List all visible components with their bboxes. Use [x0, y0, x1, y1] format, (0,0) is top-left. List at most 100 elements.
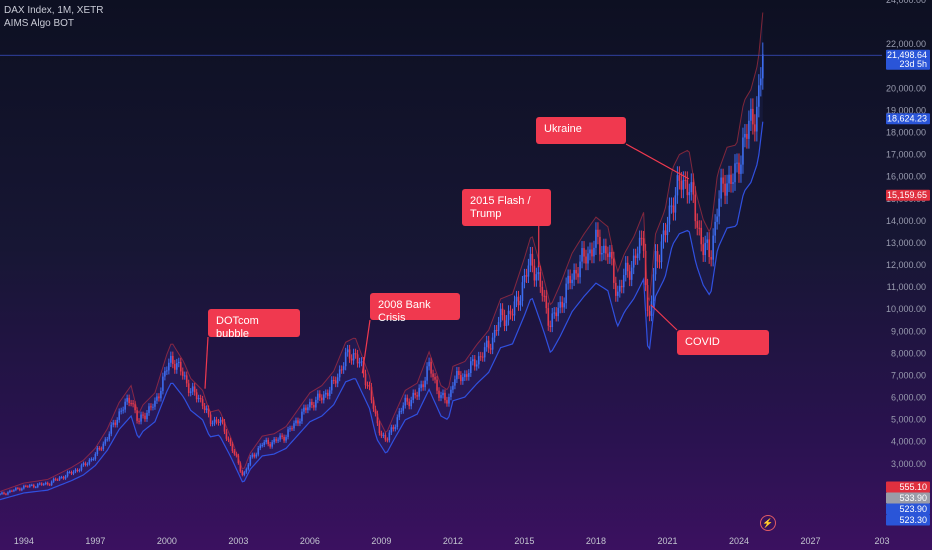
annotation-2015-flash-trump[interactable]: 2015 Flash / Trump — [462, 189, 551, 226]
price-bar — [688, 192, 691, 196]
price-bar — [406, 397, 409, 402]
price-bar — [44, 482, 47, 485]
price-tag-value: 523.30 — [899, 515, 927, 525]
price-bar — [313, 405, 315, 408]
price-bar — [754, 124, 756, 132]
price-bar — [207, 408, 210, 415]
price-bar — [301, 411, 303, 422]
annotation-label: 2008 Bank Crisis — [378, 299, 431, 324]
price-bar — [197, 398, 200, 400]
price-bar — [485, 340, 488, 348]
price-bar — [328, 390, 331, 396]
price-bar — [499, 308, 502, 323]
price-bar — [547, 308, 550, 326]
price-bar — [616, 291, 619, 296]
price-bar — [30, 484, 33, 486]
annotation-label: Ukraine — [544, 123, 582, 135]
price-tag-value: 555.10 — [899, 482, 927, 492]
chart-title[interactable]: DAX Index, 1M, XETR — [4, 5, 104, 16]
price-bar — [191, 386, 194, 392]
price-bar — [583, 248, 585, 257]
y-tick-label: 11,000.00 — [887, 282, 926, 292]
price-bar — [400, 410, 403, 412]
indicator-name[interactable]: AIMS Algo BOT — [4, 18, 75, 29]
price-bar — [303, 407, 305, 412]
price-bar — [70, 472, 73, 474]
price-bar — [265, 439, 267, 443]
price-bar — [315, 399, 317, 408]
price-bar — [177, 361, 180, 364]
price-bar — [626, 262, 629, 272]
price-bar — [505, 320, 508, 327]
price-bar — [164, 371, 166, 377]
price-bar — [241, 471, 244, 475]
lightning-icon[interactable]: ⚡ — [760, 515, 776, 531]
price-bar — [324, 392, 327, 395]
price-bar — [744, 133, 746, 138]
price-bar — [3, 492, 5, 494]
price-bar — [326, 392, 329, 396]
price-bar — [299, 421, 301, 424]
price-bar — [736, 162, 738, 164]
price-tag-value: 533.90 — [899, 493, 927, 503]
price-bar — [221, 419, 224, 422]
y-tick-label: 12,000.00 — [886, 260, 926, 270]
y-tick-label: 24,000.00 — [886, 0, 926, 5]
price-bar — [672, 205, 675, 213]
price-bar — [394, 427, 397, 429]
price-bar — [168, 362, 170, 371]
price-bar — [181, 371, 184, 376]
price-bar — [376, 413, 379, 424]
price-bar — [32, 484, 35, 488]
price-bar — [13, 490, 15, 492]
annotation-ukraine[interactable]: Ukraine — [536, 117, 626, 144]
price-bar — [428, 361, 430, 367]
price-bar — [263, 442, 266, 445]
trend-band-layer — [0, 12, 763, 500]
price-bar — [517, 296, 520, 306]
price-bar — [60, 477, 63, 479]
price-bar — [720, 177, 722, 199]
price-bar — [364, 373, 367, 386]
price-bar — [599, 236, 601, 255]
price-bar — [287, 429, 289, 438]
x-axis: 1994 1997 2000 2003 2006 2009 2012 2015 2018 2021… — [14, 536, 890, 546]
price-bar — [605, 245, 607, 254]
price-bar — [408, 401, 411, 407]
annotation-label: 2015 Flash / Trump — [470, 195, 531, 220]
price-bar — [146, 412, 148, 420]
price-bar — [758, 85, 760, 107]
price-bar — [150, 406, 152, 408]
price-bar — [138, 420, 140, 422]
price-bar — [724, 183, 726, 196]
price-bar — [477, 356, 480, 365]
price-bar — [0, 493, 1, 495]
price-bar — [730, 174, 732, 184]
trend-band — [0, 12, 763, 500]
price-bar — [116, 419, 119, 425]
price-bar — [620, 285, 623, 288]
price-bar — [533, 265, 536, 281]
price-bar — [593, 247, 595, 257]
price-bar — [66, 472, 69, 477]
annotation-dotcom-bubble[interactable]: DOTcom bubble — [208, 309, 300, 340]
price-bar — [253, 454, 256, 457]
price-bar — [187, 383, 190, 393]
price-bar — [112, 422, 115, 425]
price-bar — [128, 397, 130, 404]
price-bar — [535, 274, 538, 281]
x-tick-label: 2021 — [657, 536, 677, 546]
annotation-covid[interactable]: COVID — [677, 330, 769, 355]
price-bar — [539, 272, 542, 287]
price-bar — [279, 435, 281, 440]
price-bar — [281, 435, 283, 437]
price-bar — [511, 314, 514, 316]
annotation-2008-bank-crisis[interactable]: 2008 Bank Crisis — [370, 293, 460, 324]
annotation-pointer — [204, 336, 209, 389]
price-bar — [545, 295, 548, 309]
price-bar — [537, 272, 540, 275]
price-bar — [597, 229, 599, 237]
price-bar — [430, 361, 432, 374]
annotation-pointers-layer — [204, 143, 690, 389]
chart-legend: DAX Index, 1M, XETR AIMS Algo BOT — [4, 4, 103, 30]
